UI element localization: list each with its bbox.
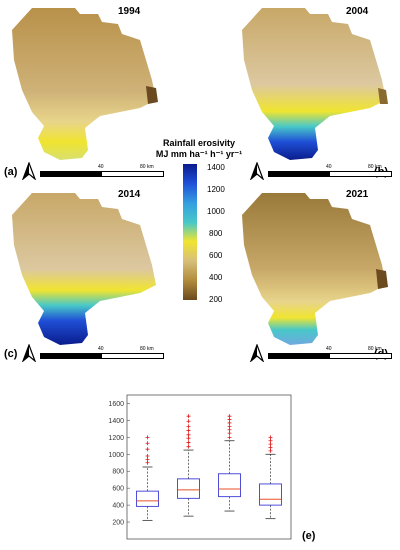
box — [136, 490, 159, 507]
outlier-marker — [227, 431, 232, 436]
scale-label-end: 80 km — [368, 346, 382, 352]
scale-label-mid: 40 — [326, 346, 332, 352]
legend-tick: 800 — [209, 229, 223, 238]
scale-label-mid: 40 — [326, 164, 332, 170]
map-year-c: 2014 — [118, 189, 141, 200]
plot-frame — [126, 394, 292, 540]
region-shape — [242, 193, 386, 345]
y-tick-label: 1200 — [108, 435, 124, 442]
outlier-marker — [145, 460, 150, 465]
outlier-marker — [227, 420, 232, 425]
scale-bar — [268, 171, 392, 177]
legend-tick: 600 — [209, 251, 223, 260]
legend-tick: 1000 — [207, 207, 225, 216]
outlier-marker — [186, 432, 191, 437]
outlier-marker — [145, 453, 150, 458]
region-dark-edge — [376, 269, 388, 289]
box — [218, 473, 241, 498]
map-panel-c — [12, 193, 156, 345]
scale-label-end: 80 km — [368, 164, 382, 170]
outlier-marker — [186, 440, 191, 445]
region-shape — [12, 193, 156, 345]
box — [259, 483, 282, 506]
region-dark-edge — [378, 88, 388, 104]
scale-label-end: 80 km — [140, 346, 154, 352]
legend-tick: 1400 — [207, 163, 225, 172]
outlier-marker — [186, 444, 191, 449]
outlier-marker — [145, 447, 150, 452]
outlier-marker — [227, 424, 232, 429]
outlier-marker — [186, 436, 191, 441]
north-arrow-icon — [22, 344, 36, 362]
outlier-marker — [227, 417, 232, 422]
map-panel-d — [242, 193, 388, 345]
scale-bar — [268, 353, 392, 359]
north-arrow-icon — [250, 344, 264, 362]
y-tick-label: 600 — [112, 486, 124, 493]
legend-tick: 1200 — [207, 185, 225, 194]
region-shape — [242, 8, 386, 160]
outlier-marker — [145, 441, 150, 446]
region-shape — [12, 8, 156, 160]
north-arrow-icon — [250, 162, 264, 180]
map-year-d: 2021 — [346, 189, 369, 200]
y-tick-label: 1600 — [108, 401, 124, 408]
map-year-b: 2004 — [346, 6, 369, 17]
outlier-marker — [227, 414, 232, 419]
north-arrow-icon — [22, 162, 36, 180]
outlier-marker — [268, 438, 273, 443]
outlier-marker — [145, 457, 150, 462]
outlier-marker — [268, 435, 273, 440]
outlier-marker — [186, 414, 191, 419]
scale-bar — [40, 353, 164, 359]
map-panel-b — [242, 8, 388, 160]
legend-colorbar — [183, 164, 197, 300]
map-year-a: 1994 — [118, 6, 141, 17]
legend-title-units: MJ mm ha⁻¹ h⁻¹ yr⁻¹ — [155, 149, 243, 159]
region-dark-edge — [146, 86, 158, 104]
panel-label-e: (e) — [302, 530, 316, 542]
panel-label-a: (a) — [4, 166, 18, 178]
legend-tick: 400 — [209, 273, 223, 282]
y-tick-label: 800 — [112, 469, 124, 476]
outlier-marker — [186, 419, 191, 424]
scale-label-mid: 40 — [98, 346, 104, 352]
outlier-marker — [186, 428, 191, 433]
outlier-marker — [268, 442, 273, 447]
y-tick-label: 1400 — [108, 418, 124, 425]
map-panel-a — [12, 8, 158, 160]
outlier-marker — [268, 448, 273, 453]
outlier-marker — [268, 445, 273, 450]
legend-title-line1: Rainfall erosivity — [162, 138, 236, 148]
outlier-marker — [227, 427, 232, 432]
y-tick-label: 400 — [112, 503, 124, 510]
scale-bar — [40, 171, 164, 177]
scale-label-mid: 40 — [98, 164, 104, 170]
scale-label-end: 80 km — [140, 164, 154, 170]
outlier-marker — [186, 424, 191, 429]
y-tick-label: 1000 — [108, 452, 124, 459]
outlier-marker — [227, 435, 232, 440]
y-tick-label: 200 — [112, 520, 124, 527]
panel-label-c: (c) — [4, 348, 18, 360]
box — [177, 478, 200, 499]
legend-title: Rainfall erosivity MJ mm ha⁻¹ h⁻¹ yr⁻¹ — [144, 138, 254, 160]
boxplot-chart: 200 400 600 800 1000 1200 1400 1600 — [108, 394, 292, 540]
outlier-marker — [145, 435, 150, 440]
legend-tick: 200 — [209, 295, 223, 304]
